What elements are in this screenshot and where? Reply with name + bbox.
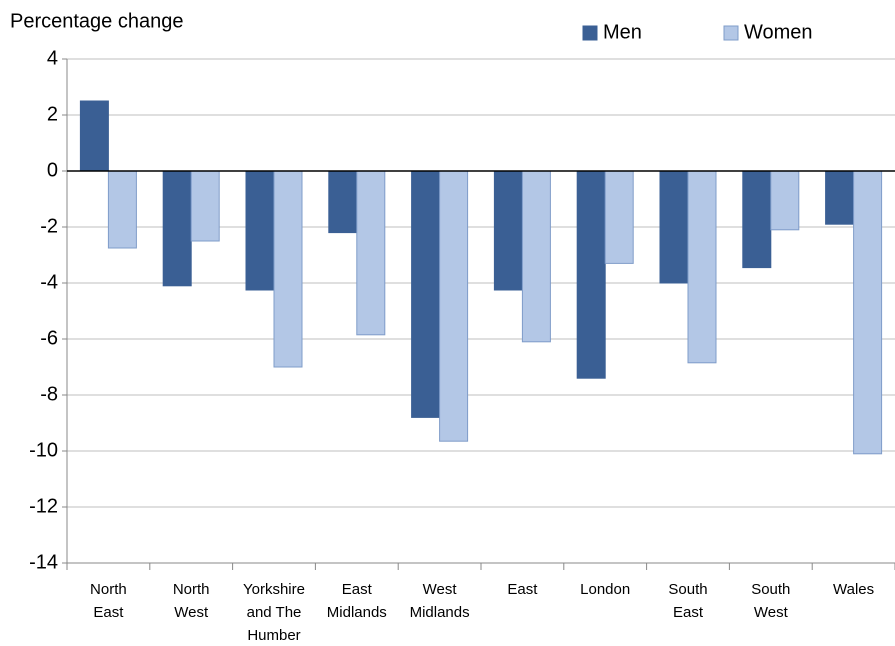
bar: [687, 170, 717, 364]
bar: [162, 170, 192, 287]
legend-swatch: [723, 25, 739, 41]
x-tick-label: West: [174, 604, 209, 621]
y-tick-label: -12: [29, 495, 58, 517]
bar: [659, 170, 689, 284]
legend-label: Men: [603, 21, 642, 43]
bar: [825, 170, 855, 225]
y-axis-title: Percentage change: [10, 10, 183, 32]
bar: [770, 170, 800, 231]
bar: [742, 170, 772, 269]
x-tick-label: Yorkshire: [243, 581, 305, 598]
bar: [439, 170, 469, 442]
y-tick-label: -6: [40, 327, 58, 349]
bar: [853, 170, 883, 455]
y-tick-label: -14: [29, 551, 58, 573]
bar: [245, 170, 275, 291]
x-tick-label: Humber: [247, 627, 300, 644]
x-tick-label: London: [580, 581, 630, 598]
bar: [107, 170, 137, 249]
bar: [190, 170, 220, 242]
y-tick-label: -10: [29, 439, 58, 461]
x-tick-label: and The: [247, 604, 302, 621]
x-tick-label: Midlands: [327, 604, 387, 621]
bar: [79, 100, 109, 172]
bar: [576, 170, 606, 379]
y-tick-label: -2: [40, 215, 58, 237]
y-tick-label: -4: [40, 271, 58, 293]
legend-label: Women: [744, 21, 813, 43]
x-tick-label: East: [673, 604, 704, 621]
bar: [521, 170, 551, 343]
x-tick-label: East: [342, 581, 373, 598]
bar: [493, 170, 523, 291]
x-tick-label: South: [668, 581, 707, 598]
x-tick-label: South: [751, 581, 790, 598]
bar: [273, 170, 303, 368]
x-tick-label: East: [93, 604, 124, 621]
y-tick-label: -8: [40, 383, 58, 405]
bar: [411, 170, 441, 418]
x-tick-label: North: [90, 581, 127, 598]
bar: [604, 170, 634, 264]
legend-swatch: [582, 25, 598, 41]
x-tick-label: North: [173, 581, 210, 598]
y-tick-label: 2: [47, 103, 58, 125]
bar: [328, 170, 358, 234]
y-tick-label: 0: [47, 159, 58, 181]
x-tick-label: Midlands: [410, 604, 470, 621]
x-tick-label: West: [423, 581, 458, 598]
y-tick-label: 4: [47, 47, 58, 69]
x-tick-label: West: [754, 604, 789, 621]
x-tick-label: East: [507, 581, 538, 598]
x-tick-label: Wales: [833, 581, 874, 598]
bar: [356, 170, 386, 336]
